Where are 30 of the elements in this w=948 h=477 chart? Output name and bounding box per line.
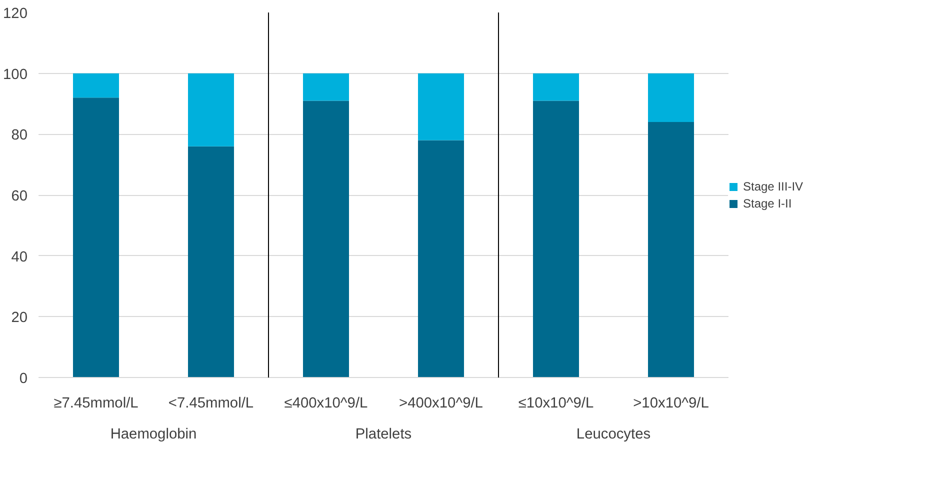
x-tick-label: ≥7.45mmol/L xyxy=(54,396,138,412)
text: Haemoglobin xyxy=(110,426,197,442)
x-tick-label: <7.45mmol/L xyxy=(168,396,254,412)
x-tick-label: >10x10^9/L xyxy=(633,396,709,412)
bar xyxy=(418,73,464,140)
bar xyxy=(303,100,349,378)
x-tick-label: ≤400x10^9/L xyxy=(284,396,368,412)
bar xyxy=(533,100,579,378)
bar xyxy=(73,98,119,378)
bar xyxy=(533,73,579,101)
text: Platelets xyxy=(355,426,412,442)
y-tick-label: 0 xyxy=(19,371,28,387)
bar xyxy=(418,140,464,378)
y-tick-label: 80 xyxy=(11,128,28,144)
x-tick-label: >400x10^9/L xyxy=(399,396,483,412)
legend-label: Stage III-IV xyxy=(743,179,804,193)
bar xyxy=(303,73,349,101)
bar xyxy=(73,73,119,98)
y-tick-label: 120 xyxy=(3,6,28,22)
y-tick-label: 40 xyxy=(11,249,28,266)
bar xyxy=(188,146,234,378)
bar xyxy=(648,122,694,378)
bar xyxy=(648,73,694,122)
y-tick-label: 60 xyxy=(11,188,28,204)
legend-label: Stage I-II xyxy=(743,196,792,210)
y-tick-label: 100 xyxy=(3,66,28,83)
text: Leucocytes xyxy=(576,426,651,442)
x-tick-label: ≤10x10^9/L xyxy=(518,396,594,412)
y-tick-label: 20 xyxy=(11,310,28,326)
bar xyxy=(188,73,234,146)
